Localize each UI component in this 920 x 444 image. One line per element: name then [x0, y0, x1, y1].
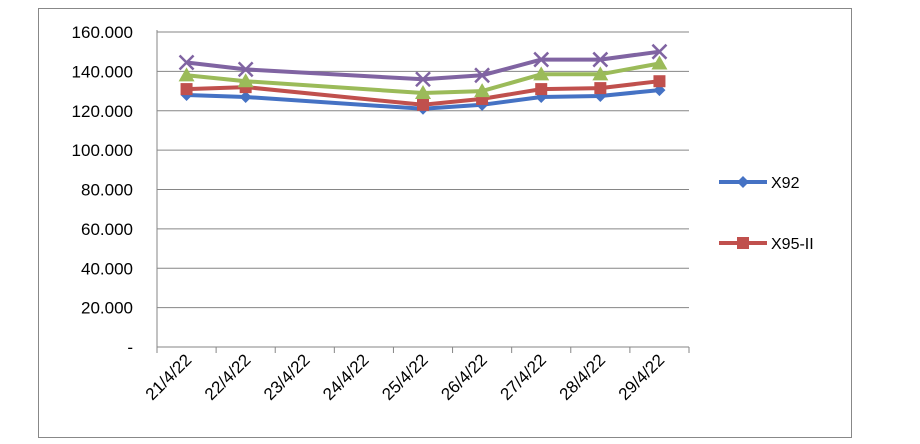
data-point-series-4: [592, 51, 609, 68]
data-point-series-4: [415, 71, 431, 88]
y-tick-label: 60.000: [81, 220, 133, 239]
data-point-series-3: [178, 67, 195, 82]
data-point-series-3: [651, 55, 668, 70]
data-point-series-2: [535, 83, 548, 96]
y-tick-label: 140.000: [72, 62, 133, 81]
legend-marker-1: [737, 176, 749, 188]
data-point-series-4: [237, 61, 254, 78]
y-tick-label: 80.000: [81, 181, 133, 200]
x-tick-label: 25/4/22: [378, 350, 432, 404]
legend-label-1: X92: [771, 175, 800, 192]
x-tick-label: 22/4/22: [201, 350, 255, 404]
chart-frame: - 20.000 40.000 60.000 80.000 100.000 120.000 1…: [38, 8, 852, 438]
data-point-series-4: [533, 51, 550, 68]
legend-marker-2: [737, 237, 749, 249]
data-point-series-2: [417, 98, 429, 111]
data-point-series-4: [178, 54, 195, 71]
data-point-series-3: [592, 66, 609, 81]
y-tick-label: 100.000: [72, 141, 133, 160]
x-tick-label: 26/4/22: [437, 350, 491, 404]
line-chart: - 20.000 40.000 60.000 80.000 100.000 120.000 1…: [72, 23, 814, 404]
x-tick-label: 29/4/22: [615, 350, 669, 404]
data-point-series-4: [651, 43, 668, 60]
data-point-series-3: [533, 66, 550, 81]
data-point-series-4: [474, 67, 490, 84]
x-tick-label: 21/4/22: [142, 350, 196, 404]
data-point-series-2: [653, 75, 666, 88]
y-tick-label: -: [127, 338, 133, 357]
data-point-series-2: [594, 82, 607, 95]
x-tick-label: 24/4/22: [319, 350, 373, 404]
data-point-series-3: [474, 83, 491, 98]
legend-label-2: X95-II: [771, 236, 814, 253]
data-point-series-2: [180, 83, 193, 96]
y-tick-label: 160.000: [72, 23, 133, 42]
y-tick-label: 20.000: [81, 299, 133, 318]
y-tick-label: 120.000: [72, 102, 133, 121]
x-tick-label: 27/4/22: [496, 350, 550, 404]
x-tick-label: 28/4/22: [556, 350, 610, 404]
data-point-series-3: [237, 73, 254, 88]
data-point-series-1: [239, 90, 252, 103]
y-tick-label: 40.000: [81, 259, 133, 278]
data-point-series-3: [415, 85, 431, 100]
x-tick-label: 23/4/22: [260, 350, 314, 404]
